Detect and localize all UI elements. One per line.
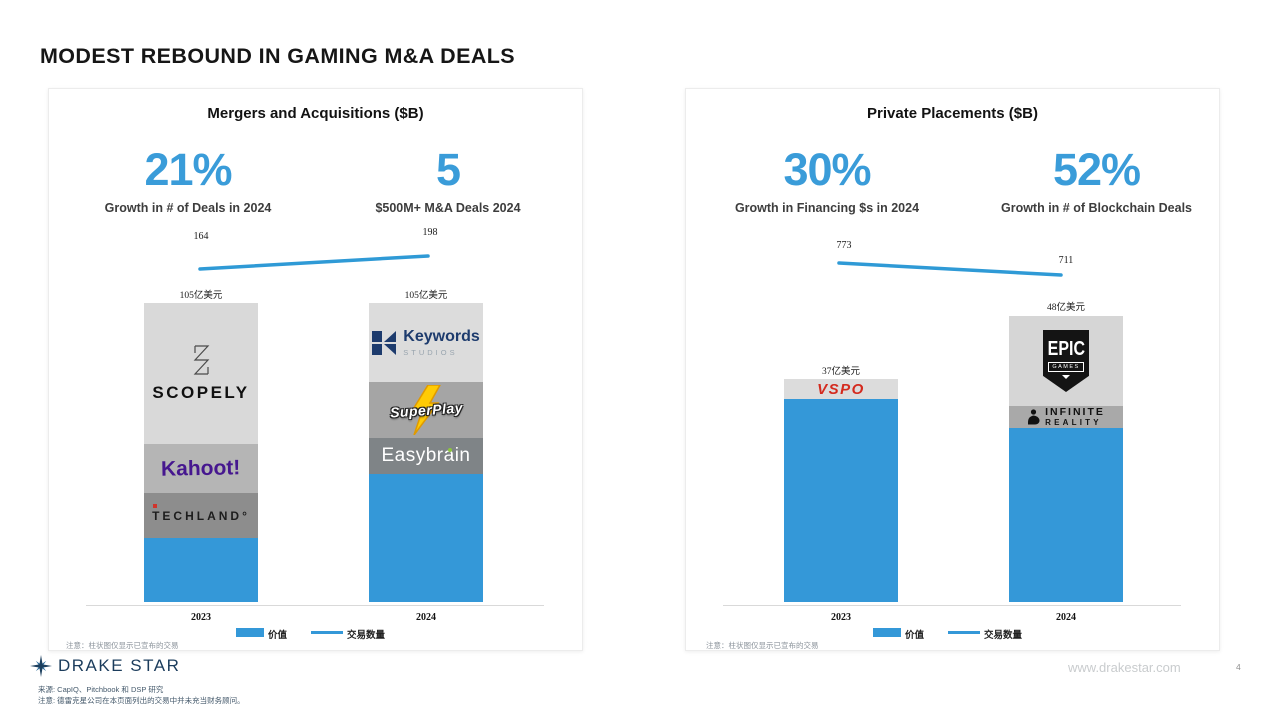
infinite-reality-top-text: INFINITE	[1045, 406, 1105, 418]
footer-website: www.drakestar.com	[1068, 660, 1181, 675]
ma-stat-large-deals-value: 5	[435, 144, 461, 195]
pp-legend-count-label: 交易数量	[984, 631, 1023, 641]
kahoot-logo-text: Kahoot!	[161, 455, 241, 481]
keywords-logo-name: Keywords	[403, 327, 480, 345]
pp-year-2023: 2023	[831, 612, 851, 623]
ma-legend-count-swatch	[311, 631, 343, 634]
pp-bar-2024-epic-segment: EPIC GAMES	[1009, 316, 1123, 406]
vspo-logo-text: VSPO	[817, 380, 865, 398]
ma-panel-title: Mergers and Acquisitions ($B)	[207, 105, 424, 122]
pp-stat-financing-growth-value: 30%	[783, 144, 871, 195]
ma-stat-large-deals-label: $500M+ M&A Deals 2024	[375, 201, 521, 215]
ma-stat-deal-growth-value: 21%	[144, 144, 232, 195]
ma-bar-2024-value-segment	[369, 474, 483, 602]
ma-bar-2024: Keywords STUDIOS SuperPlay Easybrain	[369, 303, 483, 602]
infinite-reality-logo-texts: INFINITE REALITY	[1045, 407, 1105, 428]
epic-logo-top-text: EPIC	[1047, 338, 1085, 360]
pp-deal-count-2023: 773	[836, 240, 852, 251]
easybrain-logo-text: Easybrain	[381, 445, 471, 466]
ma-legend-value-swatch	[236, 628, 264, 637]
pp-bar-2023: VSPO	[784, 379, 898, 602]
infinite-reality-icon	[1028, 409, 1040, 425]
techland-logo-text: TECHLAND°	[152, 508, 250, 523]
epic-logo-chevron-icon	[1062, 375, 1070, 379]
pp-bar-2023-value-segment	[784, 399, 898, 602]
epic-games-logo: EPIC GAMES	[1043, 330, 1089, 392]
pp-stat-blockchain-growth-label: Growth in # of Blockchain Deals	[1000, 201, 1192, 215]
ma-deal-count-2024: 198	[422, 227, 438, 238]
ma-stat-large-deals: 5 $500M+ M&A Deals 2024	[324, 144, 572, 216]
ma-bar-2023-value-label: 105亿美元	[179, 291, 223, 301]
superplay-logo-text: SuperPlay	[389, 399, 463, 421]
pp-panel-note: 注意：柱状图仅显示已宣布的交易	[706, 641, 819, 650]
ma-bar-2023-value-segment	[144, 538, 258, 602]
infinite-reality-logo: INFINITE REALITY	[1027, 407, 1105, 428]
ma-panel: Mergers and Acquisitions ($B) 21% Growth…	[48, 88, 583, 651]
easybrain-i-dot	[448, 448, 452, 452]
ma-x-axis	[86, 605, 544, 606]
ma-legend-count-label: 交易数量	[347, 631, 386, 641]
ma-stat-deal-growth-label: Growth in # of Deals in 2024	[104, 201, 272, 215]
pp-bar-2024: EPIC GAMES INFINITE REALITY	[1009, 316, 1123, 602]
ma-bar-2023: SCOPELY Kahoot! TECHLAND°	[144, 303, 258, 602]
scopely-icon	[193, 345, 210, 375]
pp-stat-blockchain-growth: 52% Growth in # of Blockchain Deals	[974, 144, 1219, 216]
superplay-bolt-icon	[410, 385, 441, 435]
ma-bar-2024-easybrain-segment: Easybrain	[369, 438, 483, 474]
pp-legend-value-label: 价值	[905, 631, 925, 641]
ma-year-2023: 2023	[191, 612, 211, 623]
slide-title: MODEST REBOUND IN GAMING M&A DEALS	[40, 44, 516, 68]
drake-star-logo-icon	[30, 655, 52, 677]
pp-bar-2024-infinite-reality-segment: INFINITE REALITY	[1009, 406, 1123, 428]
superplay-logo: SuperPlay	[371, 384, 481, 436]
pp-panel-title: Private Placements ($B)	[867, 105, 1038, 122]
ma-bar-2023-kahoot-segment: Kahoot!	[144, 444, 258, 493]
ma-bar-2024-value-label: 105亿美元	[404, 291, 448, 301]
ma-bar-2023-techland-segment: TECHLAND°	[144, 493, 258, 538]
keywords-logo-sub: STUDIOS	[403, 347, 458, 357]
pp-stat-financing-growth-label: Growth in Financing $s in 2024	[734, 201, 920, 215]
footer-source-note: 来源: CapIQ、Pitchbook 和 DSP 研究	[38, 685, 164, 694]
ma-panel-note: 注意：柱状图仅显示已宣布的交易	[66, 641, 179, 650]
ma-deal-count-2023: 164	[193, 231, 209, 242]
ma-year-2024: 2024	[416, 612, 436, 623]
ma-stat-deal-growth: 21% Growth in # of Deals in 2024	[63, 144, 313, 216]
ma-bar-2024-superplay-segment: SuperPlay	[369, 382, 483, 438]
pp-x-axis	[723, 605, 1181, 606]
epic-logo-bottom-text: GAMES	[1048, 362, 1084, 372]
pp-legend-value-swatch	[873, 628, 901, 637]
keywords-logo-texts: Keywords STUDIOS	[403, 327, 480, 357]
pp-year-2024: 2024	[1056, 612, 1076, 623]
pp-legend-count-swatch	[948, 631, 980, 634]
keywords-k-icon	[372, 330, 397, 355]
pp-bar-2024-value-segment	[1009, 428, 1123, 602]
pp-panel: Private Placements ($B) 30% Growth in Fi…	[685, 88, 1220, 651]
techland-logo: TECHLAND°	[152, 503, 250, 525]
pp-bar-2024-value-label: 48亿美元	[1046, 303, 1085, 313]
pp-deal-count-2024: 711	[1058, 255, 1074, 266]
pp-bar-2023-value-label: 37亿美元	[821, 367, 860, 377]
ma-bar-2023-scopely-segment: SCOPELY	[144, 303, 258, 444]
pp-stat-blockchain-growth-value: 52%	[1052, 144, 1141, 195]
scopely-logo: SCOPELY	[152, 344, 249, 403]
scopely-logo-text: SCOPELY	[152, 383, 250, 402]
pp-stat-financing-growth: 30% Growth in Financing $s in 2024	[702, 144, 952, 216]
ma-bar-2024-keywords-segment: Keywords STUDIOS	[369, 303, 483, 382]
infinite-reality-bottom-text: REALITY	[1045, 418, 1102, 428]
techland-logo-accent	[153, 503, 158, 508]
footer-page-number: 4	[1236, 662, 1241, 672]
drake-star-logo: DRAKE STAR	[30, 655, 180, 677]
keywords-studios-logo: Keywords STUDIOS	[372, 327, 480, 357]
drake-star-logo-text: DRAKE STAR	[58, 656, 181, 675]
pp-bar-2023-vspo-segment: VSPO	[784, 379, 898, 399]
ma-legend-value-label: 价值	[268, 631, 288, 641]
pp-legend: 价值 交易数量	[686, 626, 1219, 641]
ma-legend: 价值 交易数量	[49, 626, 582, 641]
footer-advisor-note: 注意: 德雷克星公司在本页面列出的交易中并未充当财务顾问。	[38, 696, 245, 705]
